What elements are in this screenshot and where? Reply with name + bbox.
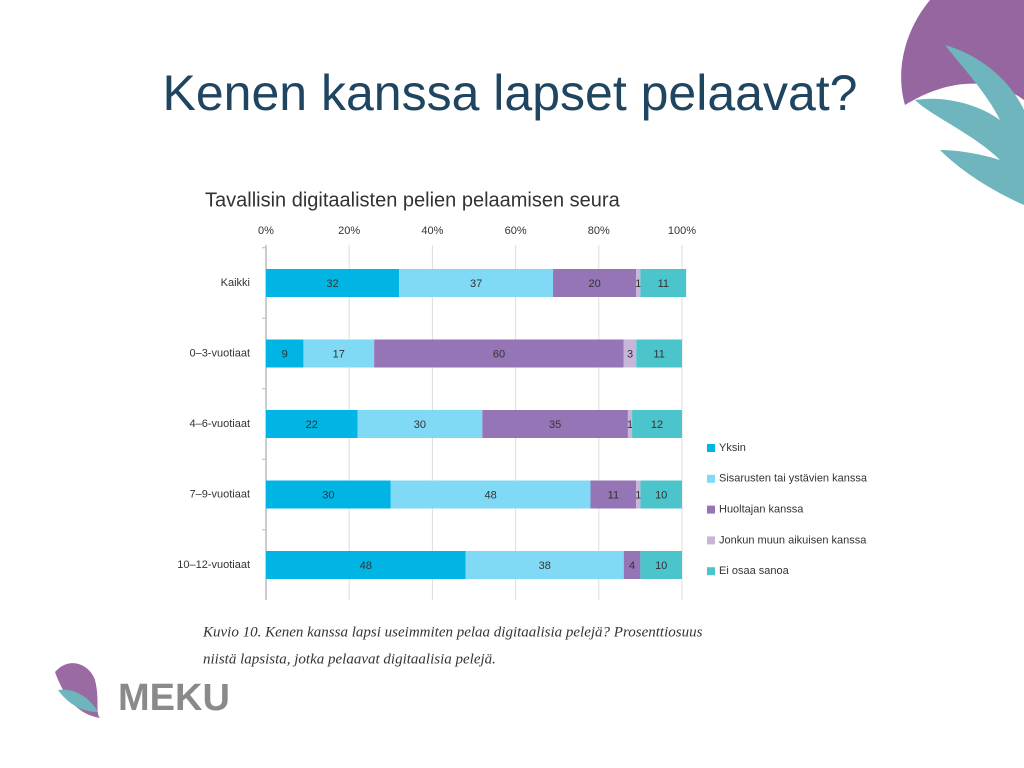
legend-swatch [707, 474, 715, 483]
data-label: 3 [627, 348, 633, 360]
bar-segment [482, 410, 628, 438]
logo: MEKU [118, 677, 230, 719]
bar-segment [266, 480, 391, 509]
data-label: 22 [306, 419, 318, 431]
data-label: 48 [485, 489, 497, 501]
bar-segment [266, 551, 466, 579]
legend-label: Yksin [719, 442, 746, 454]
y-tick-label: 4–6-vuotiaat [189, 418, 250, 430]
y-tick-label: Kaikki [221, 277, 250, 289]
x-tick-label: 20% [338, 225, 360, 237]
bar-segment [266, 339, 304, 368]
legend-swatch [707, 536, 715, 545]
x-tick-label: 80% [588, 225, 610, 237]
logo-icon [58, 689, 98, 712]
x-tick-label: 60% [505, 225, 527, 237]
bar-segment [399, 269, 554, 297]
data-label: 10 [655, 489, 667, 501]
bar-segment [374, 339, 624, 368]
data-label: 4 [629, 560, 635, 572]
bar-segment [632, 410, 682, 438]
x-tick-label: 0% [258, 225, 274, 237]
data-label: 12 [651, 419, 663, 431]
y-tick-label: 10–12-vuotiaat [177, 559, 250, 571]
bar-segment [636, 480, 641, 509]
bar-segment [465, 551, 624, 579]
data-label: 30 [322, 489, 334, 501]
data-label: 1 [627, 419, 633, 431]
data-label: 38 [539, 560, 551, 572]
data-label: 60 [493, 348, 505, 360]
legend-label: Sisarusten tai ystävien kanssa [719, 473, 868, 485]
slide-title: Kenen kanssa lapset pelaavat? [163, 65, 858, 121]
data-label: 11 [653, 348, 664, 360]
legend-label: Jonkun muun aikuisen kanssa [719, 534, 867, 546]
x-tick-label: 100% [668, 225, 696, 237]
data-label: 10 [655, 560, 667, 572]
legend-label: Huoltajan kanssa [719, 504, 804, 516]
bar-segment [640, 480, 682, 509]
caption: Kuvio 10. Kenen kanssa lapsi useimmiten … [202, 624, 703, 640]
legend-swatch [707, 444, 715, 452]
y-tick-label: 7–9-vuotiaat [189, 488, 250, 500]
data-label: 37 [470, 278, 482, 290]
data-label: 1 [635, 489, 641, 501]
decor-leaf [915, 45, 1024, 205]
caption: niistä lapsista, jotka pelaavat digitaal… [203, 651, 496, 667]
data-label: 30 [414, 419, 426, 431]
bar-segment [390, 480, 591, 509]
bar-segment [636, 269, 641, 297]
bar-segment [623, 551, 641, 579]
bar-segment [303, 339, 375, 368]
bar-segment [636, 339, 682, 368]
data-label: 48 [360, 560, 372, 572]
bar-segment [640, 551, 682, 579]
data-label: 20 [589, 278, 601, 290]
data-label: 9 [282, 348, 288, 360]
bar-segment [627, 410, 633, 438]
data-label: 35 [549, 419, 561, 431]
bar-segment [357, 410, 483, 438]
data-label: 11 [608, 489, 619, 501]
legend-swatch [707, 567, 715, 576]
data-label: 17 [333, 348, 345, 360]
bar-segment [590, 480, 637, 509]
data-label: 1 [635, 278, 641, 290]
bar-segment [553, 269, 637, 297]
chart: 0% 20% 40% 60% 80% 100%Kaikki 32 37 20 1 110–3-vuo… [177, 225, 868, 600]
legend-swatch [707, 505, 715, 514]
bar-segment [266, 410, 358, 438]
data-label: 32 [326, 278, 338, 290]
legend-label: Ei osaa sanoa [719, 565, 790, 577]
bar-segment [623, 339, 637, 368]
data-label: 11 [658, 278, 669, 290]
chart-title: Tavallisin digitaalisten pelien pelaamis… [205, 189, 621, 211]
y-tick-label: 0–3-vuotiaat [189, 347, 250, 359]
bar-segment [640, 269, 687, 297]
x-tick-label: 40% [421, 225, 443, 237]
bar-segment [266, 269, 400, 297]
